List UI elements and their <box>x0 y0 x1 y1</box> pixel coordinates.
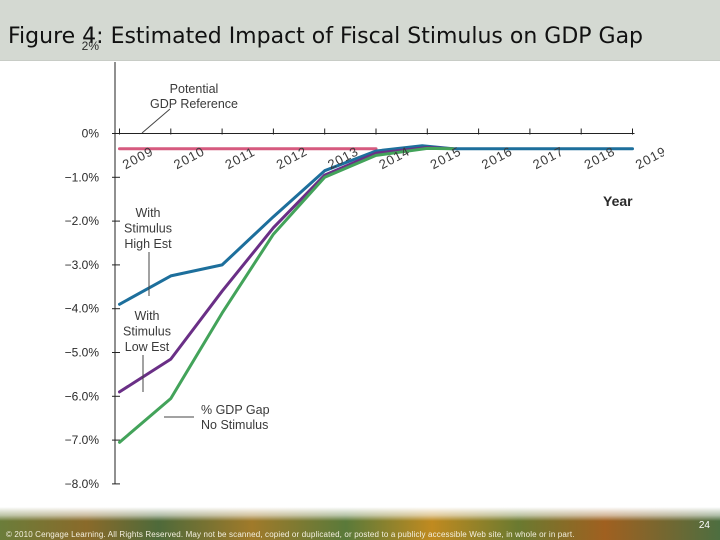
x-axis-title: Year <box>603 193 633 209</box>
y-tick-label: 2% <box>82 39 100 53</box>
annotation-potential-leader <box>141 108 171 134</box>
y-tick-label: −7.0% <box>65 433 100 447</box>
y-tick-label: −4.0% <box>65 302 100 316</box>
y-tick-label-layer: 2% 0% −1.0% −2.0% −3.0% −4.0% −5.0% −6.0% −7.0% −… <box>65 39 100 491</box>
annotation-potential-line: Potential <box>170 82 219 96</box>
footer-banner: © 2010 Cengage Learning. All Rights Rese… <box>0 507 720 540</box>
series-no-stimulus-line <box>118 146 455 444</box>
chart-panel: 2009 2010 2011 2012 2013 2014 2015 2016 2017 2018… <box>112 62 664 488</box>
annotation-low-line: Low Est <box>125 340 170 354</box>
gdp-gap-chart: 2009 2010 2011 2012 2013 2014 2015 2016 2017 2018… <box>112 62 664 485</box>
page-number: 24 <box>698 520 710 531</box>
y-tick-label: −1.0% <box>65 170 100 184</box>
annotation-high-line: High Est <box>124 237 172 251</box>
annotation-high-line: Stimulus <box>124 222 172 236</box>
footer-sky <box>0 507 720 521</box>
y-tick-label: −3.0% <box>65 258 100 272</box>
annotation-low-line: Stimulus <box>123 325 171 339</box>
y-tick-label: 0% <box>82 127 100 141</box>
y-tick-label: −6.0% <box>65 389 100 403</box>
series-low-est-line <box>118 146 455 394</box>
title-bar: Figure 4: Estimated Impact of Fiscal Sti… <box>0 0 720 61</box>
copyright-notice: © 2010 Cengage Learning. All Rights Rese… <box>6 530 575 539</box>
y-tick-label: −8.0% <box>65 477 100 491</box>
annotation-no-stimulus-line: No Stimulus <box>201 418 268 432</box>
y-tick-label: −2.0% <box>65 214 100 228</box>
annotation-potential-line: GDP Reference <box>150 97 238 111</box>
x-tick-label: 2019 <box>633 143 664 172</box>
slide-title: Figure 4: Estimated Impact of Fiscal Sti… <box>8 24 644 49</box>
annotation-no-stimulus-line: % GDP Gap <box>201 403 270 417</box>
annotation-low-line: With <box>135 309 160 323</box>
annotation-high-line: With <box>136 206 161 220</box>
series-high-est-line <box>118 144 634 306</box>
y-tick-label: −5.0% <box>65 346 100 360</box>
